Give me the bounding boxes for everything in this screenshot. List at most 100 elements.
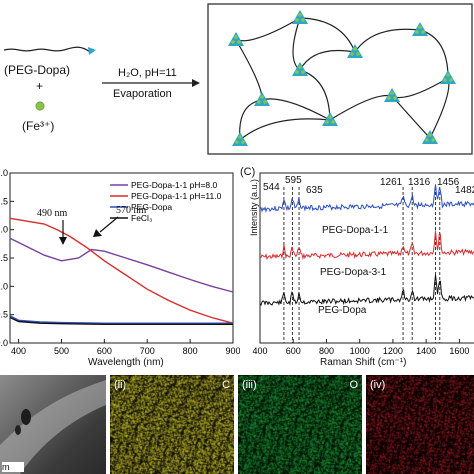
- oxygen-map-canvas: [238, 375, 362, 474]
- peak-1316: 1316: [408, 177, 431, 188]
- label-carbon: C: [222, 379, 230, 391]
- crosslink-dot-icon: [234, 35, 238, 39]
- uv-legend-label: PEG-Dopa-1-1 pH=8.0: [131, 180, 217, 190]
- ion-label: (Fe³⁺): [22, 119, 55, 133]
- crosslink-dot-icon: [393, 96, 397, 100]
- uv-xtick-label: 600: [97, 346, 112, 356]
- polymer-label: (PEG-Dopa): [4, 63, 71, 77]
- uv-xtick-label: 700: [140, 346, 155, 356]
- crosslink-dot-icon: [428, 133, 432, 137]
- raman-xtick-label: 400: [252, 346, 267, 356]
- uv-ytick-label: 3.0: [0, 168, 8, 178]
- uv-legend-label: FeCl₃: [131, 213, 152, 223]
- uv-ytick-label: 0.0: [0, 338, 8, 348]
- raman-series-line: [259, 230, 474, 261]
- crosslink-dot-icon: [298, 13, 302, 17]
- sem-feature-icon: [0, 380, 106, 474]
- annotation-490: 490 nm: [37, 208, 68, 219]
- dopa-triangle-icon: [88, 47, 96, 55]
- network-chain: [239, 118, 331, 141]
- crosslink-dot-icon: [387, 96, 391, 100]
- peak-1482: 1482: [455, 185, 474, 196]
- network-box: [207, 3, 473, 155]
- fe-ion-icon: [35, 101, 45, 111]
- crosslink-dot-icon: [301, 70, 305, 74]
- crosslink-dot-icon: [295, 70, 299, 74]
- peak-544: 544: [263, 182, 280, 193]
- uv-ytick-label: 1.0: [0, 281, 8, 291]
- label-iii: (iii): [242, 379, 257, 391]
- annotation-570: 570 nm: [116, 205, 147, 216]
- peak-635: 635: [306, 185, 323, 196]
- crosslink-dot-icon: [425, 138, 429, 142]
- uv-ytick-label: 0.5: [0, 310, 8, 320]
- raman-xtick-label: 1000: [350, 346, 370, 356]
- raman-xtick-label: 600: [286, 346, 301, 356]
- crosslink-dot-icon: [235, 140, 239, 144]
- panel-c-tag: (C): [240, 166, 256, 178]
- crosslink-dot-icon: [350, 52, 354, 56]
- peak-1456: 1456: [437, 177, 460, 188]
- uv-xtick-label: 400: [11, 346, 26, 356]
- label-oxygen: O: [349, 379, 358, 391]
- carbon-map-canvas: [110, 375, 234, 474]
- raman-xtick-label: 800: [319, 346, 334, 356]
- crosslink-dot-icon: [415, 30, 419, 34]
- crosslink-dot-icon: [331, 120, 335, 124]
- crosslink-dot-icon: [260, 95, 264, 99]
- uv-xtick-label: 800: [183, 346, 198, 356]
- plus-sign: +: [36, 79, 44, 93]
- crosslink-dot-icon: [301, 18, 305, 22]
- crosslink-dot-icon: [257, 100, 261, 104]
- uv-series-line: [9, 316, 233, 326]
- iron-map-canvas: [366, 375, 474, 474]
- crosslink-dot-icon: [231, 40, 235, 44]
- crosslink-dot-icon: [238, 135, 242, 139]
- crosslink-dot-icon: [298, 65, 302, 69]
- label-ii: (ii): [114, 379, 127, 391]
- condition-label: H₂O, pH=11: [118, 67, 177, 79]
- sem-image: m: [0, 375, 106, 474]
- crosslink-dot-icon: [421, 30, 425, 34]
- series-label-3-1: PEG-Dopa-3-1: [320, 267, 387, 278]
- crosslink-dot-icon: [295, 18, 299, 22]
- arrow-490-head: [59, 237, 67, 245]
- crosslink-dot-icon: [443, 78, 447, 82]
- crosslink-dot-icon: [237, 40, 241, 44]
- uv-series-line: [9, 315, 233, 324]
- polymer-network: [228, 10, 456, 146]
- crosslink-dot-icon: [356, 52, 360, 56]
- raman-chart: 400 600 800 1000 1200 1400 1600: [252, 172, 474, 356]
- uv-ytick-label: 2.0: [0, 225, 8, 235]
- uv-xtick-label: 900: [225, 346, 240, 356]
- uvvis-chart: 4005006007008009003.02.52.01.51.00.50.0 …: [0, 168, 240, 356]
- network-chain: [354, 28, 421, 53]
- uv-series-line: [9, 237, 234, 293]
- raman-xlabel: Raman Shift (cm⁻¹): [320, 357, 407, 368]
- map-iron: (iv): [366, 375, 474, 474]
- crosslink-dot-icon: [263, 100, 267, 104]
- raman-ylabel: Intensity (a.u.): [249, 178, 259, 236]
- raman-xtick-label: 1600: [449, 346, 469, 356]
- crosslink-dot-icon: [241, 140, 245, 144]
- uv-legend-label: PEG-Dopa: [131, 202, 172, 212]
- series-label-peg-dopa: PEG-Dopa: [318, 305, 367, 316]
- uv-ytick-label: 2.5: [0, 196, 8, 206]
- map-oxygen: (iii) O: [238, 375, 362, 474]
- scheme-svg: [3, 3, 473, 155]
- network-chain: [299, 17, 356, 53]
- crosslink-dot-icon: [418, 25, 422, 29]
- network-chain: [299, 49, 356, 71]
- uv-series-line: [9, 217, 234, 324]
- label-iv: (iv): [370, 379, 386, 391]
- polymer-chain-icon: [3, 46, 91, 53]
- raman-xtick-label: 1400: [416, 346, 436, 356]
- raman-xtick-label: 1200: [383, 346, 403, 356]
- scalebar-fragment: m: [2, 462, 10, 472]
- peak-1261: 1261: [380, 177, 403, 188]
- uv-legend-label: PEG-Dopa-1-1 pH=11.0: [131, 191, 222, 201]
- crosslink-dot-icon: [353, 47, 357, 51]
- peak-595: 595: [285, 175, 302, 186]
- reaction-arrow-head: [192, 79, 200, 87]
- uvvis-xlabel: Wavelength (nm): [88, 357, 164, 368]
